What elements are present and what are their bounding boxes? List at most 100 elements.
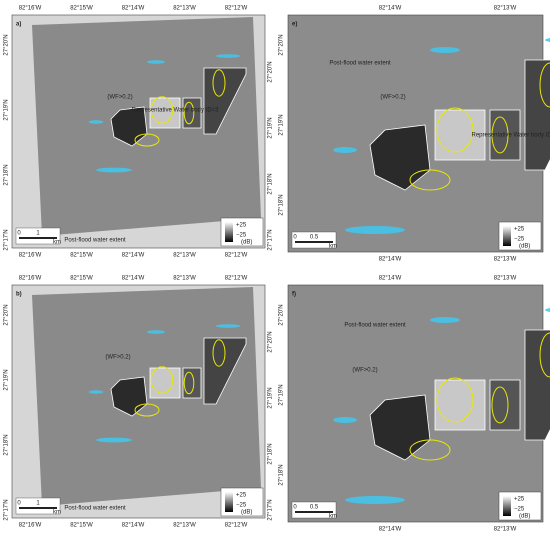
- water-extent: [96, 437, 132, 443]
- legend-max: +25: [236, 223, 247, 229]
- scale-end: 1: [36, 501, 40, 507]
- latitude-label: 27°18'N: [4, 434, 10, 455]
- water-fraction-outline: [409, 169, 451, 191]
- legend-max: +25: [514, 497, 525, 503]
- scale-unit: km: [53, 510, 61, 516]
- legend-ramp: [225, 222, 233, 242]
- dark-field: [203, 337, 247, 405]
- legend-min: −25: [514, 507, 525, 513]
- dark-field: [182, 97, 202, 129]
- latitude-label: 27°18'N: [4, 164, 10, 185]
- longitude-label: 82°12'W: [225, 6, 248, 12]
- scale-unit: km: [329, 244, 337, 250]
- scale-end: 1: [36, 231, 40, 237]
- bright-field: [149, 97, 181, 129]
- panel-label: b): [16, 292, 22, 298]
- latitude-label: 27°20'N: [4, 304, 10, 325]
- dark-field: [524, 329, 550, 441]
- scale-end: 0.5: [310, 235, 319, 241]
- bright-field: [434, 379, 486, 431]
- water-fraction-outline: [539, 62, 550, 108]
- longitude-label: 82°14'W: [379, 527, 402, 533]
- longitude-label: 82°14'W: [379, 276, 402, 282]
- scale-bar: [19, 507, 57, 509]
- water-fraction-outline: [183, 101, 195, 125]
- scale-bar: [295, 511, 333, 513]
- legend-unit: (dB): [519, 244, 530, 250]
- legend-min: −25: [514, 237, 525, 243]
- legend-ramp: [225, 492, 233, 512]
- panel-label: e): [292, 22, 297, 28]
- annotation: Post-flood water extent: [329, 61, 391, 67]
- scale-unit: km: [53, 240, 61, 246]
- water-fraction-outline: [150, 366, 174, 394]
- longitude-label: 82°12'W: [225, 276, 248, 282]
- dark-field: [524, 59, 550, 171]
- longitude-label: 82°14'W: [122, 253, 145, 259]
- legend-max: +25: [236, 493, 247, 499]
- latitude-label: 27°19'N: [4, 369, 10, 390]
- latitude-label: 27°17'N: [268, 499, 274, 520]
- water-extent: [147, 330, 165, 334]
- legend-max: +25: [514, 227, 525, 233]
- latitude-label: 27°18'N: [279, 194, 285, 215]
- longitude-label: 82°15'W: [70, 6, 93, 12]
- legend-ramp: [503, 496, 511, 516]
- longitude-label: 82°15'W: [70, 523, 93, 529]
- longitude-label: 82°12'W: [225, 523, 248, 529]
- annotation: Representative Water body ID=3: [132, 108, 220, 114]
- water-fraction-outline: [491, 116, 509, 154]
- scale-end: 0.5: [310, 505, 319, 511]
- water-extent: [430, 317, 460, 323]
- legend-unit: (dB): [241, 240, 252, 246]
- dark-field: [489, 109, 521, 161]
- longitude-label: 82°13'W: [173, 6, 196, 12]
- longitude-label: 82°15'W: [70, 276, 93, 282]
- latitude-label: 27°20'N: [268, 61, 274, 82]
- scale-box: [291, 501, 337, 519]
- latitude-label: 27°17'N: [4, 229, 10, 250]
- panel-label: f): [292, 292, 296, 298]
- annotation: (WF>0.2): [105, 355, 130, 361]
- scale-start: 0: [17, 231, 21, 237]
- legend-unit: (dB): [519, 514, 530, 520]
- latitude-label: 27°19'N: [268, 117, 274, 138]
- water-extent: [216, 54, 240, 58]
- longitude-label: 82°12'W: [225, 253, 248, 259]
- latitude-label: 27°20'N: [279, 34, 285, 55]
- map-panel: b) 82°16'W 82°15'W 82°14'W 82°13'W 82°12'W 82°…: [4, 276, 274, 529]
- water-fraction-outline: [436, 107, 474, 153]
- water-extent: [545, 308, 550, 312]
- latitude-label: 27°20'N: [279, 304, 285, 325]
- latitude-label: 27°20'N: [4, 34, 10, 55]
- water-extent: [545, 38, 550, 42]
- water-extent: [96, 167, 132, 173]
- longitude-label: 82°13'W: [494, 276, 517, 282]
- water-fraction-outline: [212, 339, 226, 367]
- scale-bar: [295, 241, 333, 243]
- scale-start: 0: [17, 501, 21, 507]
- water-extent: [88, 390, 104, 394]
- scale-start: 0: [293, 235, 297, 241]
- latitude-label: 27°18'N: [279, 464, 285, 485]
- longitude-label: 82°14'W: [379, 6, 402, 12]
- water-fraction-outline: [150, 96, 174, 124]
- legend-ramp: [503, 226, 511, 246]
- longitude-label: 82°16'W: [19, 276, 42, 282]
- longitude-label: 82°13'W: [173, 253, 196, 259]
- map-panel: f) 82°14'W 82°13'W 82°14'W 82°13'W 27°20'N 27°…: [279, 276, 550, 533]
- water-fraction-outline: [134, 133, 160, 147]
- water-fraction-outline: [134, 403, 160, 417]
- annotation: (WF>0.2): [380, 95, 405, 101]
- scale-start: 0: [293, 505, 297, 511]
- latitude-label: 27°18'N: [268, 173, 274, 194]
- annotation: (WF>0.2): [352, 368, 377, 374]
- longitude-label: 82°14'W: [122, 6, 145, 12]
- scale-box: [15, 227, 61, 245]
- water-extent: [430, 47, 460, 53]
- water-extent: [345, 496, 405, 504]
- latitude-label: 27°19'N: [268, 387, 274, 408]
- latitude-label: 27°18'N: [268, 443, 274, 464]
- dark-field: [203, 67, 247, 135]
